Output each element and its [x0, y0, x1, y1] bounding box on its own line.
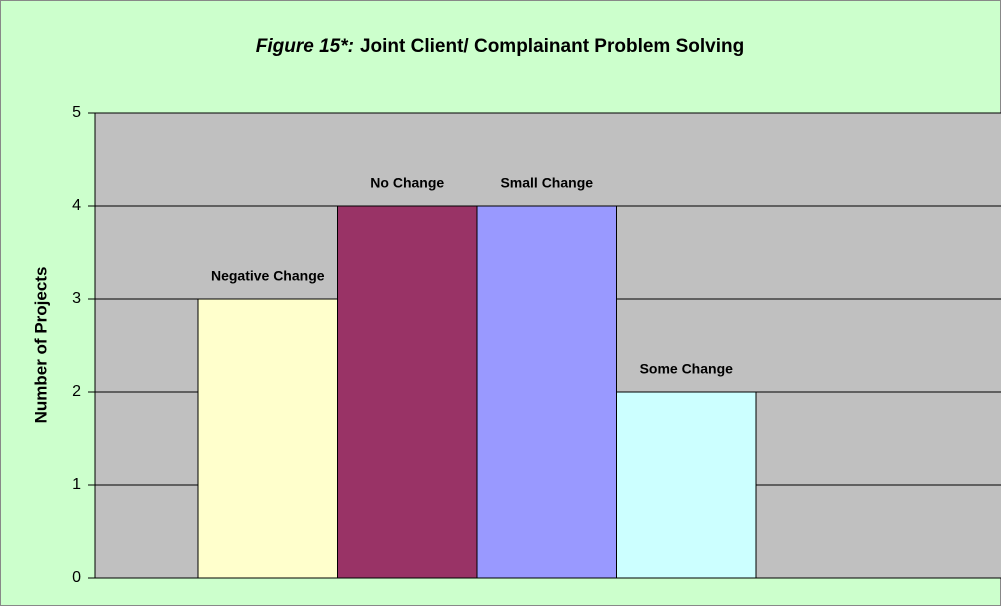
title-text: Joint Client/ Complainant Problem Solvin… [360, 36, 744, 57]
y-tick-label: 2 [72, 383, 81, 400]
y-axis-label: Number of Projects [31, 267, 50, 424]
y-tick-label: 4 [72, 197, 81, 214]
title-prefix: Figure 15*: [256, 36, 354, 57]
y-tick-label: 1 [72, 476, 81, 493]
y-tick-label: 0 [72, 569, 81, 586]
chart-title: Figure 15*: Joint Client/ Complainant Pro… [256, 36, 744, 57]
y-tick-label: 3 [72, 290, 81, 307]
bar-label: Some Change [640, 361, 734, 377]
bar-label: Negative Change [211, 268, 325, 284]
bar-label: No Change [370, 175, 444, 191]
bar [337, 205, 478, 579]
bar [616, 391, 757, 579]
bar [476, 205, 617, 579]
bar-label: Small Change [500, 175, 593, 191]
bar [197, 298, 338, 579]
y-tick-label: 5 [72, 104, 81, 121]
